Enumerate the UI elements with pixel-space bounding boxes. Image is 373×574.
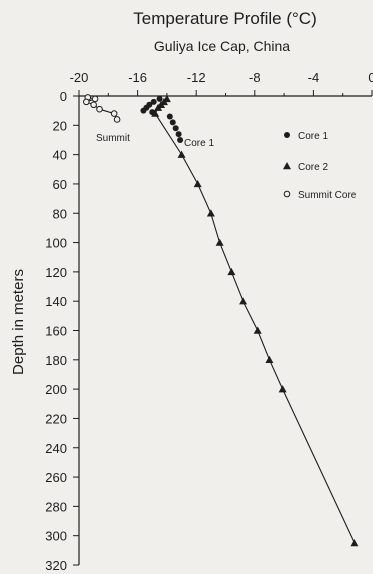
y-tick-label: 80 <box>53 206 67 221</box>
data-point-0-1 <box>150 98 157 105</box>
data-point-1-5 <box>177 150 186 158</box>
data-point-1-8 <box>215 238 224 246</box>
annotations: Summit Core 1 <box>96 133 214 149</box>
y-tick-label: 20 <box>53 118 67 133</box>
x-tick-label: -4 <box>308 70 320 85</box>
y-tick-label: 320 <box>45 558 67 573</box>
markers <box>83 94 359 547</box>
data-point-1-10 <box>239 297 248 305</box>
y-tick-label: 260 <box>45 470 67 485</box>
x-tick-label: -16 <box>128 70 147 85</box>
y-tick-label: 40 <box>53 148 67 163</box>
data-point-0-10 <box>177 136 184 143</box>
data-point-1-7 <box>206 209 215 217</box>
x-tick-label: 0 <box>368 70 373 85</box>
data-point-0-9 <box>175 131 182 138</box>
y-tick-label: 140 <box>45 294 67 309</box>
data-point-2-2 <box>83 98 90 106</box>
data-point-1-9 <box>227 267 236 276</box>
y-tick-label: 60 <box>53 177 67 192</box>
y-tick-label: 120 <box>45 265 67 280</box>
legend-label: Summit Core <box>298 190 357 201</box>
data-point-0-8 <box>172 125 179 132</box>
data-point-0-6 <box>166 113 173 120</box>
data-point-1-12 <box>265 355 274 364</box>
x-tick-label: -20 <box>70 70 89 85</box>
y-tick-label: 240 <box>45 441 67 456</box>
legend-marker <box>283 190 291 198</box>
legend: Core 1 Core 2 Summit Core <box>283 131 357 201</box>
y-axis-label: Depth in meters <box>10 269 27 375</box>
data-point-0-4 <box>140 107 147 114</box>
x-tick-label: -12 <box>187 70 206 85</box>
annotation: Summit <box>96 133 130 144</box>
data-point-2-5 <box>110 110 118 117</box>
y-tick-label: 220 <box>45 411 67 426</box>
data-point-2-6 <box>113 116 121 123</box>
y-tick-label: 0 <box>60 89 67 104</box>
data-point-1-3 <box>154 103 163 111</box>
data-point-2-1 <box>91 95 99 103</box>
data-point-1-4 <box>151 109 160 117</box>
chart-title: Temperature Profile (°C) <box>133 9 316 28</box>
x-tick-label: -8 <box>249 70 261 85</box>
data-point-0-0 <box>156 95 163 102</box>
legend-label: Core 1 <box>298 131 328 142</box>
annotation: Core 1 <box>184 138 214 149</box>
y-tick-label: 160 <box>45 324 67 339</box>
chart-subtitle: Guliya Ice Cap, China <box>154 38 290 54</box>
y-tick-label: 280 <box>45 499 67 514</box>
legend-marker <box>284 132 290 138</box>
data-point-0-7 <box>169 119 176 126</box>
y-tick-label: 100 <box>45 236 67 251</box>
data-point-1-14 <box>350 539 359 547</box>
legend-label: Core 2 <box>298 162 328 173</box>
y-tick-label: 200 <box>45 382 67 397</box>
data-point-2-3 <box>90 101 97 109</box>
data-point-1-6 <box>193 179 202 188</box>
y-tick-label: 300 <box>45 529 67 544</box>
data-point-2-4 <box>96 105 103 113</box>
y-tick-label: 180 <box>45 353 67 368</box>
axes: -20 -16 -12 -8 -4 0 0 20 40 60 80 100 120 140 160 180 20… <box>45 70 373 573</box>
legend-marker <box>283 162 291 170</box>
data-point-1-11 <box>253 326 262 334</box>
data-point-1-13 <box>278 385 287 393</box>
